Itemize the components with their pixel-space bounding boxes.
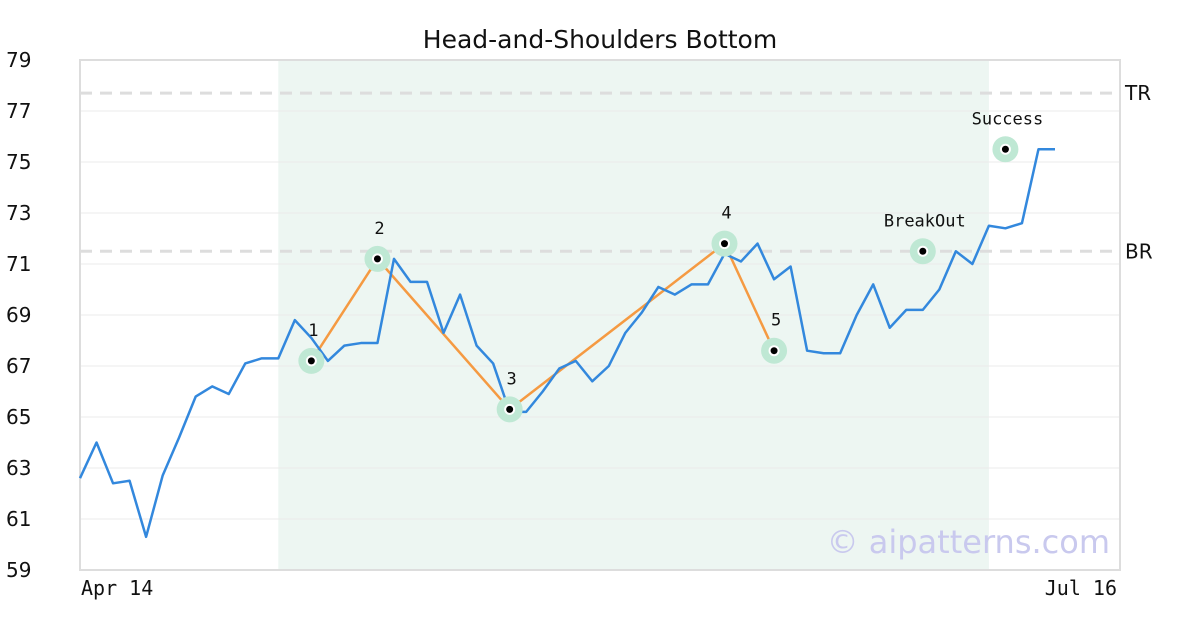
- marker-dot: [1001, 145, 1009, 153]
- marker-dot: [720, 240, 728, 248]
- y-tick-label: 65: [6, 405, 31, 429]
- pattern-point-label: 1: [308, 321, 318, 341]
- marker-dot: [307, 357, 315, 365]
- marker-dot: [919, 247, 927, 255]
- y-tick-label: 79: [6, 48, 31, 72]
- y-tick-label: 77: [6, 99, 31, 123]
- y-tick-label: 61: [6, 507, 31, 531]
- reference-line-label: TR: [1124, 81, 1151, 105]
- y-tick-label: 73: [6, 201, 31, 225]
- marker-dot: [506, 405, 514, 413]
- y-tick-label: 75: [6, 150, 31, 174]
- pattern-point-label: 2: [374, 219, 384, 239]
- x-tick-label: Apr 14: [81, 576, 153, 600]
- marker-dot: [770, 347, 778, 355]
- y-tick-label: 71: [6, 252, 31, 276]
- y-tick-label: 69: [6, 303, 31, 327]
- plot-frame: [79, 59, 1121, 571]
- y-tick-label: 63: [6, 456, 31, 480]
- pattern-point-label: 4: [721, 204, 731, 224]
- chart-title: Head-and-Shoulders Bottom: [423, 25, 777, 54]
- pattern-point-label: 5: [771, 311, 781, 331]
- x-tick-label: Jul 16: [1045, 576, 1117, 600]
- watermark: © aipatterns.com: [827, 523, 1110, 561]
- y-tick-label: 59: [6, 558, 31, 582]
- signal-point-label: BreakOut: [884, 211, 966, 231]
- price-line: [78, 148, 1055, 539]
- pattern-point-label: 3: [507, 369, 517, 389]
- signal-point-label: Success: [972, 109, 1044, 129]
- y-tick-label: 67: [6, 354, 31, 378]
- marker-dot: [373, 255, 381, 263]
- reference-line-label: BR: [1125, 239, 1153, 263]
